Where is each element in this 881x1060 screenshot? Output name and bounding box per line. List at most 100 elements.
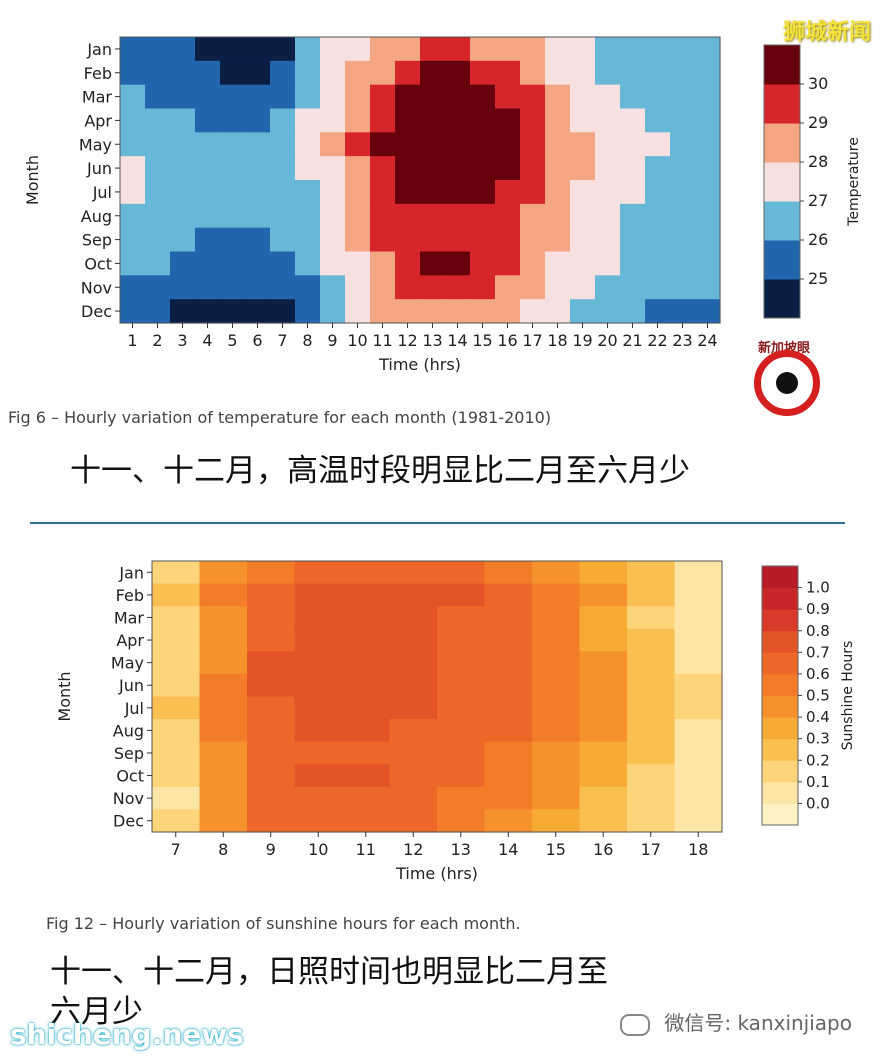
colorbar-tick-label: 0.2 <box>806 751 830 769</box>
heatmap-cell <box>695 60 721 86</box>
y-tick-label: Dec <box>81 302 112 321</box>
heatmap-cell <box>220 132 246 157</box>
y-tick-label: Aug <box>81 207 112 226</box>
heatmap-cell <box>570 275 596 300</box>
x-tick-label: 12 <box>397 331 417 350</box>
heatmap-cell <box>120 108 146 133</box>
heatmap-cell <box>145 108 171 133</box>
heatmap-cell <box>389 673 438 698</box>
x-tick-label: 8 <box>218 840 228 859</box>
colorbar-segment <box>762 717 798 740</box>
heatmap-cell <box>532 786 581 811</box>
heatmap-cell <box>595 132 621 157</box>
heatmap-cell <box>320 132 346 157</box>
heatmap-cell <box>294 651 343 675</box>
heatmap-cell <box>445 84 471 110</box>
colorbar-tick-label: 28 <box>808 152 828 171</box>
x-tick-label: 15 <box>472 331 492 350</box>
colorbar-segment <box>764 123 800 163</box>
heatmap-cell <box>627 561 676 585</box>
heatmap-cell <box>520 37 546 62</box>
heatmap-cell <box>495 108 521 133</box>
heatmap-cell <box>370 203 396 229</box>
temperature-heatmap-chart: 1 2 3 4 5 6 7 8 9 10 11 12 13 14 15 16 17 18 19 20 21 22 23 24J… <box>23 36 862 374</box>
heatmap-cell <box>220 251 246 276</box>
heatmap-cell <box>370 84 396 110</box>
heatmap-cell <box>674 786 723 811</box>
heatmap-cell <box>532 651 581 675</box>
heatmap-cell <box>420 132 446 157</box>
heatmap-cell <box>484 628 533 652</box>
y-tick-label: Sep <box>82 231 112 250</box>
x-tick-label: 16 <box>593 840 613 859</box>
camera-lens-icon <box>776 372 798 394</box>
heatmap-cell <box>389 651 438 675</box>
heatmap-cell <box>645 203 671 229</box>
x-tick-label: 23 <box>672 331 692 350</box>
heatmap-cell <box>199 628 248 652</box>
heatmap-cell <box>445 275 471 300</box>
heatmap-cell <box>484 606 533 630</box>
heatmap-cell <box>270 156 296 181</box>
heatmap-cell <box>570 299 596 324</box>
heatmap-cell <box>484 651 533 675</box>
heatmap-cell <box>120 227 146 253</box>
heatmap-cell <box>470 299 496 324</box>
heatmap-cell <box>342 606 391 630</box>
heatmap-cell <box>645 132 671 157</box>
heatmap-cell <box>294 628 343 652</box>
heatmap-cell <box>695 251 721 276</box>
heatmap-cell <box>395 227 421 253</box>
x-tick-label: 21 <box>622 331 642 350</box>
heatmap-cell <box>342 628 391 652</box>
heatmap-cell <box>645 251 671 276</box>
heatmap-cell <box>545 180 571 205</box>
heatmap-cell <box>345 299 371 324</box>
heatmap-cell <box>199 741 248 765</box>
heatmap-cell <box>199 651 248 675</box>
y-tick-label: Oct <box>116 767 144 786</box>
colorbar-segment <box>762 587 798 610</box>
x-tick-label: 10 <box>347 331 367 350</box>
heatmap-cell <box>389 741 438 765</box>
heatmap-cell <box>342 719 391 743</box>
heatmap-cell <box>579 673 628 698</box>
heatmap-cell <box>484 786 533 811</box>
heatmap-cell <box>370 275 396 300</box>
heatmap-cell <box>520 60 546 86</box>
heatmap-cell <box>370 108 396 133</box>
heatmap-cell <box>674 809 723 833</box>
heatmap-cell <box>670 227 696 253</box>
heatmap-cell <box>245 156 271 181</box>
heatmap-cell <box>245 275 271 300</box>
heatmap-cell <box>345 84 371 110</box>
colorbar-tick-label: 0.3 <box>806 730 830 748</box>
heatmap-cell <box>247 583 296 607</box>
heatmap-cell <box>532 673 581 698</box>
heatmap-cell <box>670 180 696 205</box>
heatmap-cell <box>579 741 628 765</box>
heatmap-cell <box>670 60 696 86</box>
heatmap-cell <box>445 180 471 205</box>
heatmap-cell <box>495 299 521 324</box>
colorbar-tick-label: 0.9 <box>806 600 830 618</box>
heatmap-cell <box>345 251 371 276</box>
sunshine-heatmap-chart: 7 8 9 10 11 12 13 14 15 16 17 18 Jan Feb Mar Apr May Jun J… <box>55 560 856 883</box>
heatmap-cell <box>520 180 546 205</box>
heatmap-cell <box>495 227 521 253</box>
colorbar-segment <box>764 279 800 319</box>
heatmap-cell <box>342 809 391 833</box>
heatmap-cell <box>570 180 596 205</box>
heatmap-cell <box>320 60 346 86</box>
x-tick-label: 9 <box>266 840 276 859</box>
plot-frame <box>151 560 723 833</box>
heatmap-cell <box>342 673 391 698</box>
heatmap-cell <box>545 132 571 157</box>
heatmap-cell <box>395 156 421 181</box>
x-tick-label: 7 <box>277 331 287 350</box>
heatmap-cell <box>437 809 486 833</box>
heatmap-cell <box>620 132 646 157</box>
x-tick-label: 7 <box>171 840 181 859</box>
x-tick-label: 19 <box>572 331 592 350</box>
heatmap-cell <box>595 180 621 205</box>
